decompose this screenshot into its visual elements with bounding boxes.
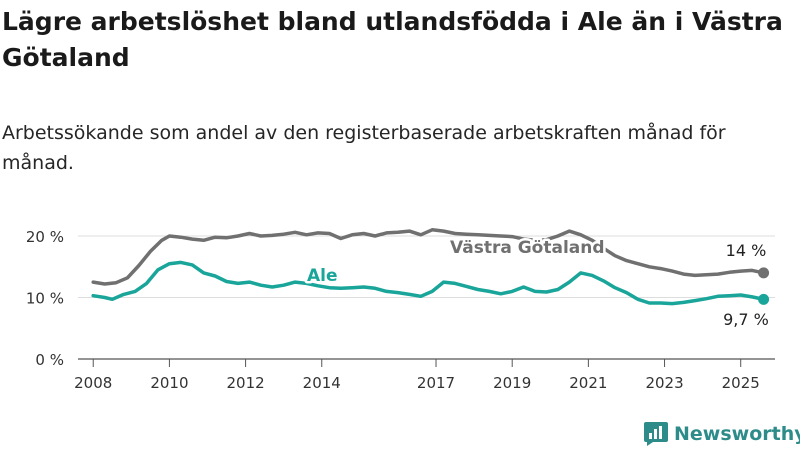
x-tick-label: 2021 xyxy=(569,374,607,392)
x-tick-label: 2019 xyxy=(493,374,531,392)
x-tick-label: 2014 xyxy=(303,374,341,392)
chart-subtitle: Arbetssökande som andel av den registerb… xyxy=(2,122,726,174)
series-end-marker-ale xyxy=(758,293,770,305)
x-tick-label: 2012 xyxy=(226,374,264,392)
series-line-vastra_gotaland xyxy=(91,228,766,286)
x-tick-label: 2023 xyxy=(645,374,683,392)
chart-title: Lägre arbetslöshet bland utlandsfödda i … xyxy=(2,7,783,72)
series-end-marker-vastra_gotaland xyxy=(758,267,770,279)
series-label-ale: Ale xyxy=(307,266,338,286)
end-value-label-ale: 9,7 % xyxy=(723,310,769,329)
series-label-vastra_gotaland: Västra Götaland xyxy=(450,238,605,258)
x-tick-layer: 2008 2010 2012 2014 2017 2019 2021 2023 2025 xyxy=(74,359,760,392)
label-layer: Västra Götaland 14 % Ale 9,7 % xyxy=(305,236,772,332)
newsworthy-logo-icon xyxy=(644,422,668,446)
y-tick-layer: 0 % 10 % 20 % xyxy=(26,228,64,369)
end-value-label-vastra_gotaland: 14 % xyxy=(726,241,767,260)
x-tick-label: 2010 xyxy=(150,374,188,392)
line-chart: 0 % 10 % 20 % 2008 2010 2012 2014 2017 2019 2021… xyxy=(26,228,775,392)
series-layer xyxy=(91,228,770,306)
y-tick-label: 20 % xyxy=(26,228,64,246)
x-tick-label: 2025 xyxy=(722,374,760,392)
y-tick-label: 10 % xyxy=(26,290,64,308)
x-tick-label: 2017 xyxy=(417,374,455,392)
y-tick-label: 0 % xyxy=(35,351,64,369)
series-line-ale xyxy=(91,260,766,306)
grid-layer xyxy=(78,235,775,360)
brand-logo: Newsworthy xyxy=(644,421,800,447)
x-tick-label: 2008 xyxy=(74,374,112,392)
brand-name: Newsworthy xyxy=(674,423,800,445)
